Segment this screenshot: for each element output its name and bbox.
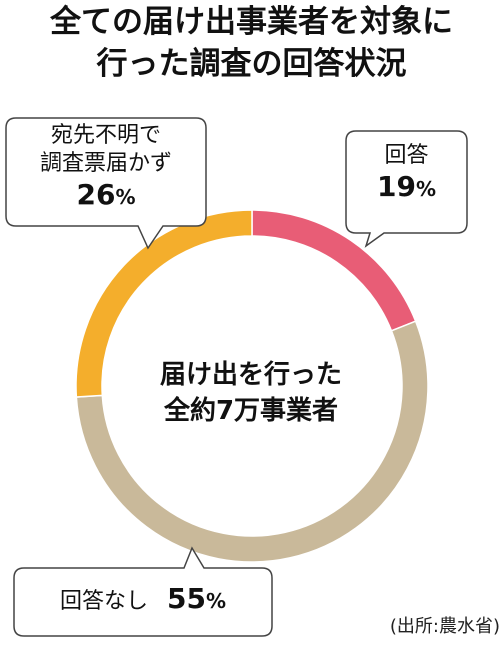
chart-title-line-1: 全ての届け出事業者を対象に [50, 4, 453, 40]
donut-slice-no-answer [75, 320, 429, 563]
center-label-line-1: 届け出を行った [159, 360, 342, 390]
callout-answered-unit: % [415, 177, 436, 201]
callout-box-unknown [5, 117, 207, 250]
callout-box-answered [345, 130, 468, 248]
callout-no-answer-label: 回答なし [59, 589, 148, 614]
source-note: (出所:農水省) [389, 616, 500, 637]
callout-unknown-line-1: 宛先不明で [50, 123, 161, 148]
callout-answered-value: 19 [376, 170, 416, 203]
callout-unknown-unit: % [115, 185, 136, 209]
callout-answered-percent: 19% [346, 170, 467, 206]
callout-no-answer-text: 回答なし 55% [14, 582, 272, 618]
callout-box-no-answer [13, 546, 273, 637]
callout-answered-label: 回答 [384, 143, 429, 168]
donut-slice-unknown [75, 209, 253, 398]
callout-unknown-percent: 26% [6, 178, 206, 214]
callout-unknown-value: 26 [76, 178, 116, 211]
donut-slices [75, 209, 429, 563]
callout-no-answer-percent: 55% [167, 582, 226, 615]
callout-no-answer-unit: % [206, 589, 227, 613]
center-label-line-2: 全約7万事業者 [163, 396, 339, 426]
callout-no-answer-value: 55 [167, 582, 207, 615]
chart-title-line-2: 行った調査の回答状況 [96, 46, 407, 82]
callout-unknown-line-2: 調査票届かず [39, 151, 172, 176]
callout-answered-text: 回答 19% [346, 142, 467, 206]
callout-unknown-text: 宛先不明で 調査票届かず 26% [6, 122, 206, 214]
